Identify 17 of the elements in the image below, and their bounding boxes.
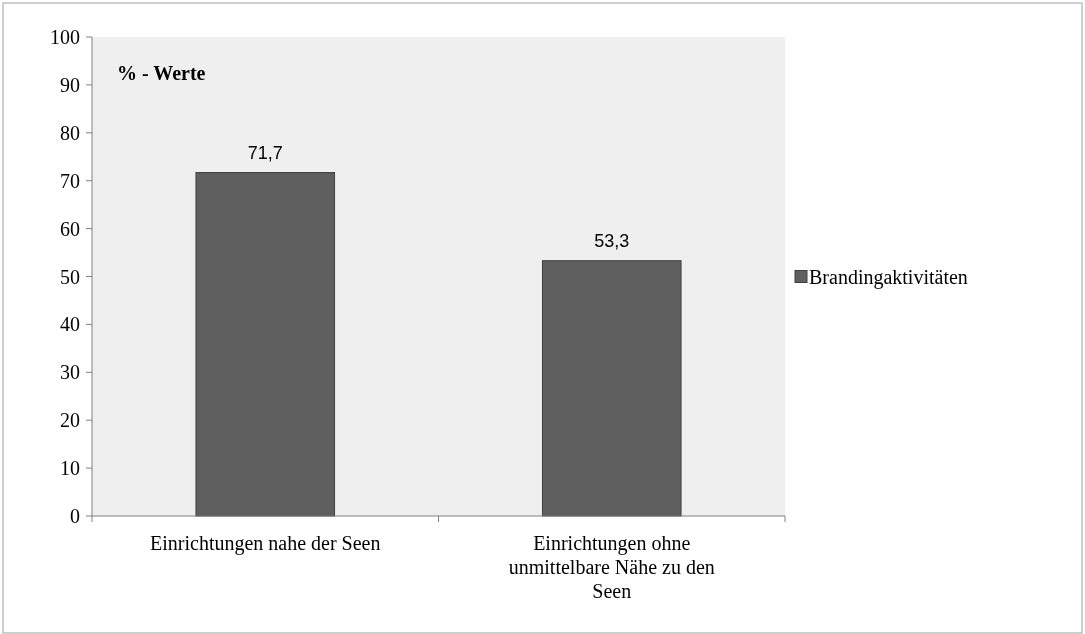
x-tick-label: Einrichtungen ohne unmittelbare Nähe zu den Seen (508, 532, 715, 602)
text: 53,3 (594, 230, 630, 251)
y-tick-label: 80 (60, 121, 80, 144)
y-tick-label: 60 (60, 217, 80, 240)
legend-label: Brandingaktivitäten (809, 265, 968, 289)
y-tick-label: 0 (70, 505, 80, 527)
y-tick-label: 10 (60, 457, 80, 480)
y-tick-label: 20 (60, 409, 80, 432)
y-tick-label: 50 (60, 265, 80, 288)
text: 71,7 (247, 142, 283, 163)
y-tick-label: 90 (60, 73, 80, 96)
y-tick-label: 30 (60, 361, 80, 384)
y-tick-label: 100 (50, 26, 80, 48)
y-tick-label: 40 (60, 313, 80, 336)
text: % - Werte (117, 62, 206, 84)
x-tick-label: Einrichtungen nahe der Seen (150, 532, 381, 555)
y-tick-label: 70 (60, 169, 80, 192)
